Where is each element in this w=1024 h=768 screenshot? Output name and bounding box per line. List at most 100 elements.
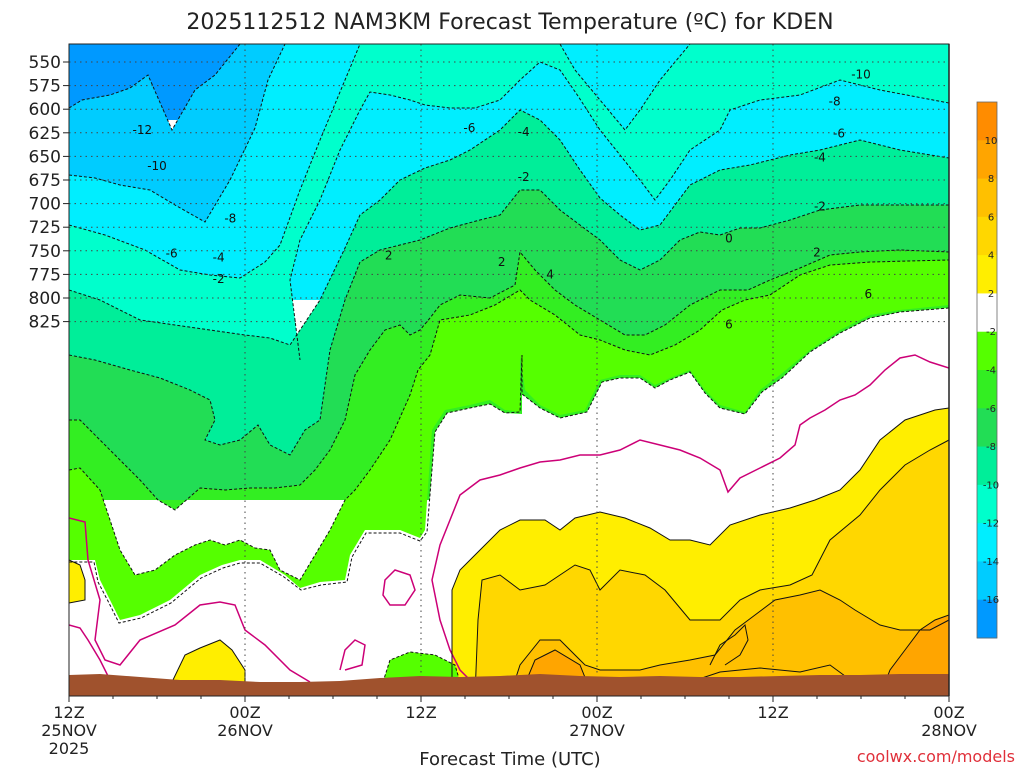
contour-label: -2 [518, 170, 530, 184]
colorbar-segment [977, 561, 997, 601]
temp-band-plus2-plus4-left-edge [69, 560, 85, 603]
contour-zero-c [431, 354, 949, 681]
temp-band-minus10-minus8 [69, 44, 949, 360]
x-tick-label: 12Z [53, 703, 84, 722]
contour-minus2-b [69, 307, 949, 624]
colorbar-label: -4 [986, 366, 996, 377]
colorbar-segment [977, 446, 997, 486]
contour-label: -10 [147, 159, 167, 173]
y-tick-label: 575 [29, 77, 61, 97]
contour-label: -8 [829, 95, 841, 109]
colorbar-segment [977, 331, 997, 371]
temp-band-minus2-above [69, 260, 949, 620]
contour-labels: -12 -10 -8 -6 -4 -2 -6 -4 -2 2 2 4 -10 -8 -6 -4 -2 0 2 6 6 [133, 67, 873, 331]
contour-zero-b [69, 624, 111, 681]
contour-plus2 [451, 407, 949, 696]
colorbar-segment [977, 140, 997, 180]
contour-plus6-inner [709, 623, 749, 666]
y-tick-label: 650 [29, 147, 61, 167]
colorbar-label: -6 [986, 404, 996, 415]
plot-grid [69, 44, 949, 696]
colorbar-label: 2 [988, 289, 994, 300]
contour-minus10 [69, 44, 361, 279]
y-tick-label: 625 [29, 124, 61, 144]
x-tick-label: 00Z [581, 703, 612, 722]
x-tick-label: 28NOV [921, 721, 977, 740]
contour-zero-d [339, 639, 366, 671]
contour-plus6 [509, 589, 949, 696]
colorbar-label: 6 [988, 212, 994, 223]
contour-label: 0 [725, 232, 733, 246]
contour-label: 2 [813, 246, 821, 260]
contour-label: 6 [865, 287, 873, 301]
y-tick-label: 825 [29, 313, 61, 333]
negative-contours [69, 44, 949, 683]
colorbar-segment [977, 370, 997, 409]
contour-label: 6 [725, 317, 733, 331]
contour-plus4 [474, 439, 949, 696]
y-tick-label: 675 [29, 171, 61, 191]
contour-plus6-bottom [689, 664, 846, 683]
x-tick-label: 00Z [933, 703, 964, 722]
colorbar-segment [977, 178, 997, 218]
contour-minus8 [69, 109, 949, 346]
contour-minus2 [69, 259, 949, 581]
y-tick-label: 725 [29, 218, 61, 238]
credit-link[interactable]: coolwx.com/models [857, 747, 1015, 766]
colorbar-segment [977, 599, 997, 639]
x-tick-label: 12Z [757, 703, 788, 722]
x-tick-label: 00Z [229, 703, 260, 722]
contour-label: -2 [213, 272, 225, 286]
colorbar-label: -2 [986, 327, 996, 338]
x-axis-label: Forecast Time (UTC) [419, 749, 600, 768]
y-tick-label: 775 [29, 265, 61, 285]
contour-label: -6 [833, 127, 845, 141]
colorbar-segment [977, 255, 997, 294]
chart-title: 2025112512 NAM3KM Forecast Temperature (… [186, 10, 833, 35]
contour-minus2-c [382, 651, 461, 683]
positive-contours [69, 407, 949, 696]
y-axis: 550 575 600 625 650 675 700 725 750 775 800 825 [29, 53, 69, 333]
contour-label: -4 [213, 250, 225, 264]
colorbar-label: -12 [983, 519, 999, 530]
contour-label: -10 [851, 67, 871, 81]
colorbar-label: -8 [986, 442, 996, 453]
y-tick-label: 800 [29, 289, 61, 309]
contour-label: -8 [224, 212, 236, 226]
y-tick-label: 700 [29, 195, 61, 215]
colorbar-segment [977, 102, 997, 141]
contour-plus2-left-edge [69, 559, 86, 604]
ground-surface [69, 674, 949, 696]
colorbar-frame [976, 101, 998, 639]
colorbar: 10 8 6 4 2 -2 -4 -6 -8 -10 -12 -14 -16 [976, 101, 999, 639]
contour-plus2-left [171, 639, 246, 683]
colorbar-label: 10 [985, 136, 998, 147]
x-tick-label: 27NOV [569, 721, 625, 740]
colorbar-label: 4 [988, 251, 994, 262]
colorbar-label: -14 [983, 557, 999, 568]
y-tick-label: 550 [29, 53, 61, 73]
contour-minus6 [69, 189, 949, 456]
contour-minus12-right [559, 44, 691, 131]
colorbar-label: 8 [988, 174, 994, 185]
y-tick-label: 750 [29, 242, 61, 262]
contour-label: -2 [814, 199, 826, 213]
plot-area: -12 -10 -8 -6 -4 -2 -6 -4 -2 2 2 4 -10 -8 -6 -4 -2 0 2 6 6 [69, 44, 949, 696]
contour-minus4 [69, 249, 949, 511]
colorbar-segment [977, 216, 997, 256]
contour-minus10-right [289, 61, 949, 361]
contour-minus14 [69, 44, 241, 132]
contour-label: -6 [166, 247, 178, 261]
contour-label: 4 [546, 267, 554, 281]
colorbar-label: -16 [983, 595, 999, 606]
colorbar-segment [977, 523, 997, 562]
temp-band-plus2-plus4-left [172, 640, 245, 682]
contour-plus8-mid [519, 649, 591, 696]
contour-label: -12 [133, 123, 153, 137]
contour-label: -6 [463, 121, 475, 135]
x-tick-label: 12Z [405, 703, 436, 722]
temp-band-plus6-plus8 [510, 590, 949, 696]
contour-label: -4 [518, 125, 530, 139]
